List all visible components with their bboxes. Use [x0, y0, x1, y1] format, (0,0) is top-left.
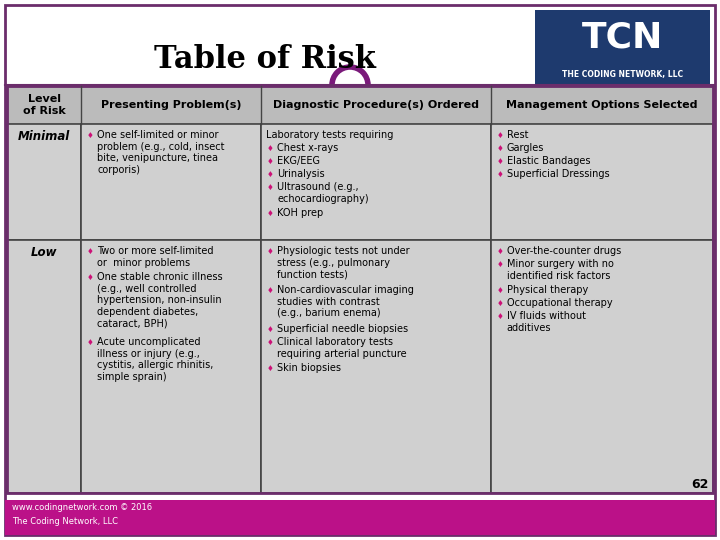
- Text: Gargles: Gargles: [507, 143, 544, 153]
- Text: ♦: ♦: [497, 312, 503, 321]
- Text: ♦: ♦: [497, 286, 503, 295]
- Text: Clinical laboratory tests
requiring arterial puncture: Clinical laboratory tests requiring arte…: [277, 338, 407, 359]
- Text: ♦: ♦: [267, 364, 274, 373]
- Text: IV fluids without
additives: IV fluids without additives: [507, 311, 585, 333]
- Text: One stable chronic illness
(e.g., well controlled
hypertension, non-insulin
depe: One stable chronic illness (e.g., well c…: [97, 272, 222, 329]
- Text: ♦: ♦: [267, 247, 274, 256]
- Text: Management Options Selected: Management Options Selected: [506, 100, 698, 110]
- Text: Minor surgery with no
identified risk factors: Minor surgery with no identified risk fa…: [507, 259, 613, 281]
- FancyBboxPatch shape: [7, 86, 713, 124]
- Text: Presenting Problem(s): Presenting Problem(s): [101, 100, 241, 110]
- FancyBboxPatch shape: [5, 500, 715, 535]
- Text: ♦: ♦: [497, 131, 503, 140]
- Text: Physiologic tests not under
stress (e.g., pulmonary
function tests): Physiologic tests not under stress (e.g.…: [277, 246, 410, 279]
- Text: Laboratory tests requiring: Laboratory tests requiring: [266, 130, 394, 140]
- Text: Diagnostic Procedure(s) Ordered: Diagnostic Procedure(s) Ordered: [273, 100, 479, 110]
- Text: ♦: ♦: [267, 209, 274, 218]
- Text: Table of Risk: Table of Risk: [154, 44, 376, 76]
- Text: One self-limited or minor
problem (e.g., cold, insect
bite, venipuncture, tinea
: One self-limited or minor problem (e.g.,…: [97, 130, 225, 175]
- Text: ♦: ♦: [267, 144, 274, 153]
- Text: ♦: ♦: [87, 247, 94, 256]
- FancyBboxPatch shape: [261, 240, 490, 493]
- FancyBboxPatch shape: [261, 124, 490, 240]
- Text: ♦: ♦: [497, 260, 503, 269]
- Text: ♦: ♦: [87, 338, 94, 347]
- Text: Physical therapy: Physical therapy: [507, 285, 588, 295]
- Text: Occupational therapy: Occupational therapy: [507, 298, 612, 308]
- Text: ♦: ♦: [267, 325, 274, 334]
- Text: ♦: ♦: [267, 183, 274, 192]
- Text: Superficial Dressings: Superficial Dressings: [507, 169, 609, 179]
- Text: ♦: ♦: [497, 157, 503, 166]
- FancyBboxPatch shape: [81, 240, 261, 493]
- Text: ♦: ♦: [497, 299, 503, 308]
- Text: Rest: Rest: [507, 130, 528, 140]
- Text: Low: Low: [31, 246, 58, 259]
- Text: EKG/EEG: EKG/EEG: [277, 156, 320, 166]
- Text: 62: 62: [692, 478, 709, 491]
- Text: Skin biopsies: Skin biopsies: [277, 363, 341, 373]
- FancyBboxPatch shape: [535, 10, 710, 85]
- Text: ♦: ♦: [87, 131, 94, 140]
- Text: ♦: ♦: [497, 170, 503, 179]
- Text: www.codingnetwork.com © 2016: www.codingnetwork.com © 2016: [12, 503, 152, 512]
- FancyBboxPatch shape: [7, 124, 81, 240]
- Text: ♦: ♦: [267, 157, 274, 166]
- Text: ♦: ♦: [87, 273, 94, 282]
- Text: THE CODING NETWORK, LLC: THE CODING NETWORK, LLC: [562, 70, 683, 78]
- FancyBboxPatch shape: [490, 124, 713, 240]
- Text: Acute uncomplicated
illness or injury (e.g.,
cystitis, allergic rhinitis,
simple: Acute uncomplicated illness or injury (e…: [97, 338, 214, 382]
- Text: ♦: ♦: [497, 247, 503, 256]
- FancyBboxPatch shape: [490, 240, 713, 493]
- Text: Ultrasound (e.g.,
echocardiography): Ultrasound (e.g., echocardiography): [277, 182, 369, 204]
- Text: ♦: ♦: [267, 170, 274, 179]
- Text: Non-cardiovascular imaging
studies with contrast
(e.g., barium enema): Non-cardiovascular imaging studies with …: [277, 285, 414, 319]
- Text: ♦: ♦: [267, 338, 274, 347]
- Text: Level
of Risk: Level of Risk: [23, 94, 66, 116]
- Text: TCN: TCN: [582, 20, 663, 54]
- FancyBboxPatch shape: [5, 5, 715, 535]
- Text: Urinalysis: Urinalysis: [277, 169, 325, 179]
- Text: The Coding Network, LLC: The Coding Network, LLC: [12, 517, 118, 526]
- Text: KOH prep: KOH prep: [277, 208, 323, 218]
- Text: Chest x-rays: Chest x-rays: [277, 143, 338, 153]
- FancyBboxPatch shape: [81, 124, 261, 240]
- Text: Over-the-counter drugs: Over-the-counter drugs: [507, 246, 621, 256]
- Text: Elastic Bandages: Elastic Bandages: [507, 156, 590, 166]
- Text: Minimal: Minimal: [18, 130, 70, 143]
- Text: Two or more self-limited
or  minor problems: Two or more self-limited or minor proble…: [97, 246, 214, 268]
- Text: ♦: ♦: [497, 144, 503, 153]
- Text: ♦: ♦: [267, 286, 274, 295]
- Text: Superficial needle biopsies: Superficial needle biopsies: [277, 324, 408, 334]
- FancyBboxPatch shape: [7, 240, 81, 493]
